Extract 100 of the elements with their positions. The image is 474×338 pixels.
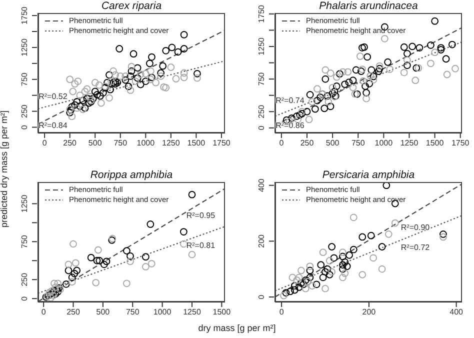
point [326,257,334,264]
point [382,182,390,190]
point [366,80,374,88]
point [96,256,104,264]
point [298,279,305,287]
annotation: R²=0.86 [274,120,306,132]
point [72,259,80,267]
point [332,73,340,81]
point [106,94,113,102]
point [316,94,324,101]
point [404,50,411,58]
point [47,294,54,302]
y-axis-title: predicted dry mass [g per m²] [0,109,10,230]
point [162,46,170,54]
point [116,45,124,52]
point [126,258,134,266]
point [148,260,156,268]
point [71,80,79,88]
point [122,76,130,84]
chart-title: Rorippa amphibia [89,169,174,181]
point [370,254,378,262]
y-tick-label: 0 [257,294,266,300]
point [64,266,72,274]
point [376,64,384,72]
point [83,94,91,102]
y-tick-label: 0 [20,124,29,130]
point [431,48,439,56]
y-tick-label: 750 [20,72,29,86]
point [381,34,388,42]
point [346,251,353,259]
x-tick-label: 1250 [162,138,180,148]
point [128,67,136,75]
chart-title: Phalaris arundinacea [318,0,419,12]
point [319,274,327,282]
point [360,77,367,85]
point [322,66,330,74]
point [370,76,378,84]
point [339,68,346,76]
point [326,270,334,278]
point [404,62,411,70]
point [136,80,144,88]
y-tick-label: 750 [20,234,29,248]
point [322,268,329,276]
point [116,72,124,80]
point [290,286,298,294]
point [339,261,346,269]
point [352,66,360,74]
x-tick-label: 1500 [187,138,206,148]
point [99,89,107,96]
annotation: R²=0.90 [400,222,431,234]
point [96,92,104,100]
point [110,67,118,75]
x-axis-title: dry mass [g per m²] [197,323,277,333]
point [97,99,105,107]
point [308,282,316,290]
annotation: R²=0.74 [274,94,306,107]
y-tick-label: 0 [20,296,29,301]
point [66,76,74,84]
annotation: R²=0.72 [400,242,431,254]
point [295,284,303,291]
point [66,108,74,116]
point [431,17,439,25]
point [328,84,336,92]
point [305,116,313,124]
point [308,98,316,106]
point [83,85,91,93]
point [93,256,101,264]
x-tick-label: 250 [66,308,80,317]
y-tick-label: 1750 [257,4,266,23]
point [157,72,165,80]
point [302,284,310,292]
point [427,60,434,68]
point [162,84,170,92]
point [404,56,411,64]
point [180,31,188,38]
point [367,232,375,240]
point [126,252,134,260]
x-tick-label: 750 [114,138,128,148]
y-tick-label: 750 [257,72,266,86]
point [74,78,82,85]
point [94,246,102,254]
point [350,246,358,254]
point [147,67,154,75]
point [76,102,84,110]
point [378,265,386,273]
point [132,78,140,85]
point [341,258,349,266]
point [440,233,447,241]
y-tick-label: 1750 [20,6,29,24]
y-tick-label: 1250 [20,38,29,56]
point [146,60,154,68]
x-tick-label: 500 [326,138,340,148]
annotation: R²=0.52 [38,91,68,103]
point [349,84,357,92]
x-tick-label: 250 [300,138,314,148]
point [364,53,372,61]
point [81,88,89,96]
point [174,48,182,56]
point [172,75,180,82]
point [368,66,376,74]
